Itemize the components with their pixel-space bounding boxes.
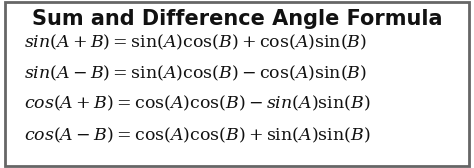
Text: Sum and Difference Angle Formula: Sum and Difference Angle Formula <box>32 9 442 29</box>
Text: $\mathit{cos}(A-B) = \cos(A)\cos(B)+\sin(A)\sin(B)$: $\mathit{cos}(A-B) = \cos(A)\cos(B)+\sin… <box>24 126 370 145</box>
Text: $\mathit{sin}(A-B) = \sin(A)\cos(B)-\cos(A)\sin(B)$: $\mathit{sin}(A-B) = \sin(A)\cos(B)-\cos… <box>24 64 367 83</box>
FancyBboxPatch shape <box>5 2 469 166</box>
Text: $\mathit{sin}(A+B) = \sin(A)\cos(B)+\cos(A)\sin(B)$: $\mathit{sin}(A+B) = \sin(A)\cos(B)+\cos… <box>24 33 367 52</box>
Text: $\mathit{cos}(A+B) = \cos(A)\cos(B)-\mathit{sin}(A)\sin(B)$: $\mathit{cos}(A+B) = \cos(A)\cos(B)-\mat… <box>24 94 370 113</box>
